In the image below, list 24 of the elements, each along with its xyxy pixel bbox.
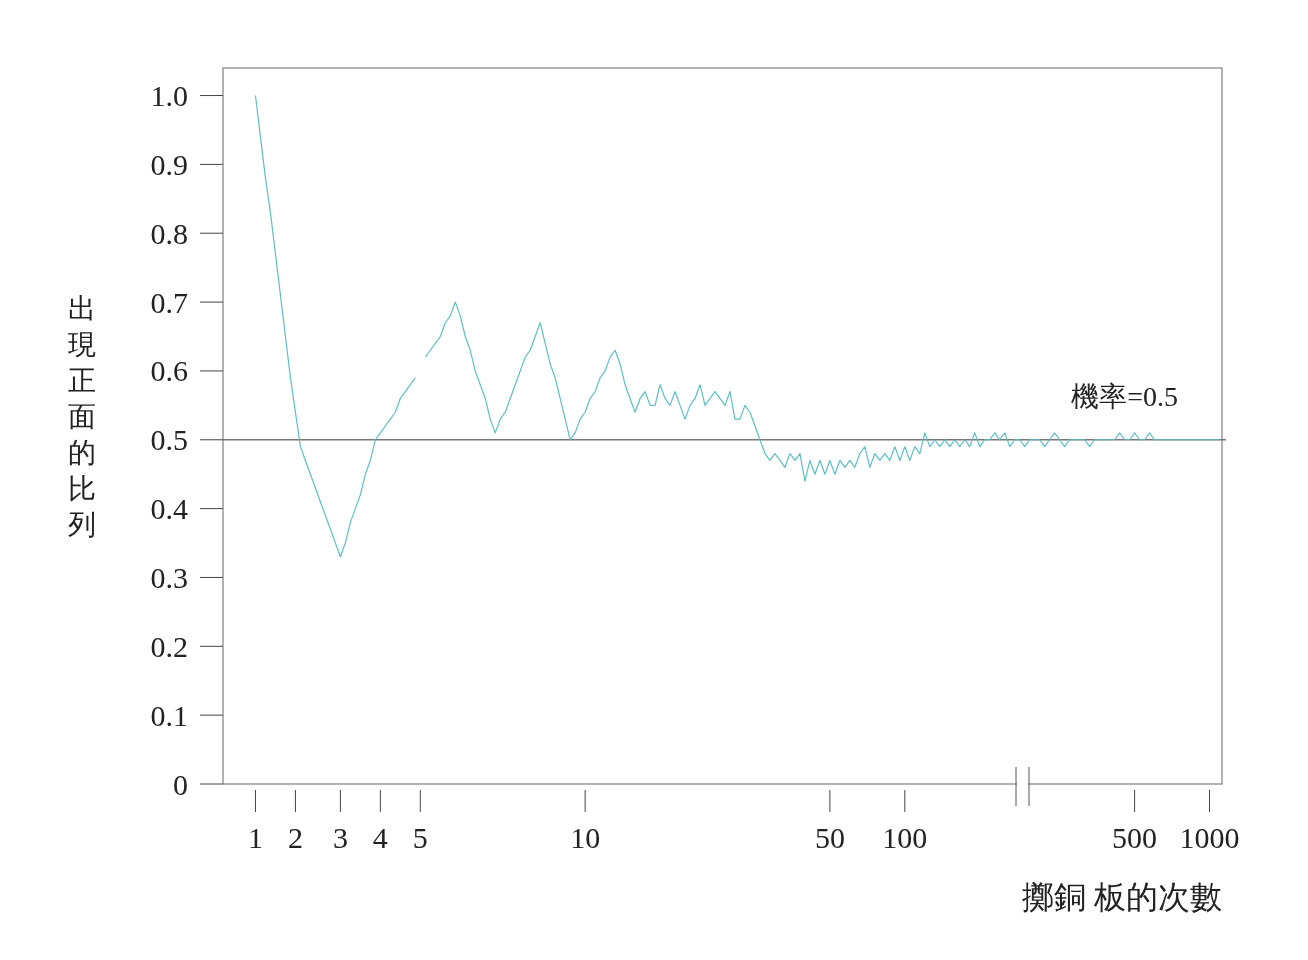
x-tick-label: 2 (287, 821, 303, 854)
y-tick-label: 0.8 (150, 216, 188, 250)
ref-line-label: 機率=0.5 (1071, 380, 1178, 412)
y-tick-label: 0.2 (150, 629, 188, 663)
y-axis-title: 出現正面的比列 (68, 293, 96, 540)
y-tick-label: 0.1 (150, 698, 188, 732)
x-tick-label: 4 (372, 821, 388, 854)
x-tick-label: 3 (332, 821, 348, 854)
x-tick-label: 1000 (1179, 821, 1240, 854)
y-tick-label: 1.0 (150, 79, 188, 113)
x-axis-title: 擲銅 板的次數 (1022, 879, 1222, 915)
y-tick-label: 0.5 (150, 423, 188, 457)
y-tick-label: 0.9 (150, 147, 188, 181)
x-tick-label: 500 (1112, 821, 1158, 854)
x-tick-label: 10 (570, 821, 601, 854)
x-tick-label: 1 (247, 821, 263, 854)
y-tick-label: 0.6 (150, 354, 188, 388)
y-tick-label: 0.4 (150, 492, 188, 526)
y-tick-label: 0.3 (150, 560, 188, 594)
y-tick-label: 0.7 (150, 285, 188, 319)
x-tick-label: 50 (814, 821, 845, 854)
x-tick-label: 5 (412, 821, 428, 854)
x-tick-label: 100 (882, 821, 928, 854)
y-tick-label: 0 (173, 767, 188, 801)
